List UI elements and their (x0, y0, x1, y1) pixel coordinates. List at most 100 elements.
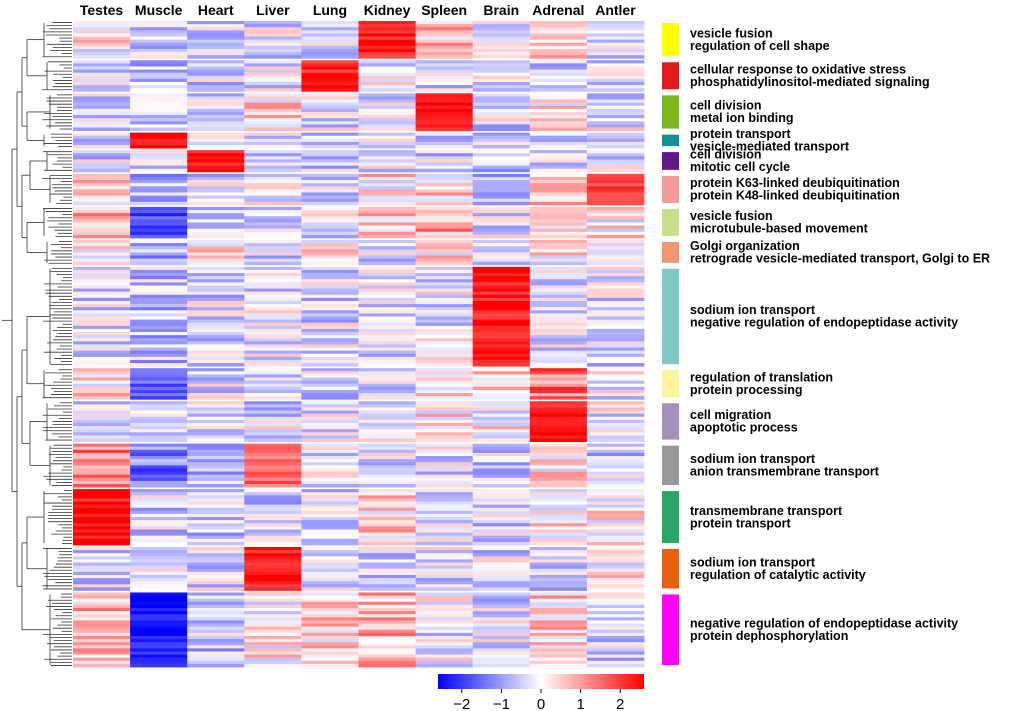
heatmap-cell (358, 225, 416, 230)
heatmap-cell (586, 510, 645, 515)
heatmap-cell (244, 595, 302, 600)
heatmap-cell (586, 24, 645, 28)
heatmap-cell (529, 363, 588, 367)
heatmap-cell (130, 626, 188, 631)
heatmap-cell (187, 374, 245, 378)
heatmap-cell (415, 243, 474, 247)
heatmap-cell (187, 559, 245, 563)
heatmap-cell (187, 578, 245, 582)
heatmap-cell (301, 407, 359, 411)
heatmap-cell (73, 513, 131, 518)
heatmap-cell (415, 127, 474, 131)
heatmap-cell (529, 523, 588, 527)
heatmap-cell (586, 30, 645, 34)
heatmap-cell (358, 141, 416, 146)
heatmap-cell (301, 138, 359, 143)
heatmap-cell (301, 269, 359, 274)
heatmap-cell (358, 459, 416, 463)
heatmap-cell (301, 93, 359, 97)
heatmap-cell (73, 42, 131, 47)
heatmap-cell (130, 374, 188, 378)
heatmap-cell (301, 234, 359, 239)
cluster-annotation-bar-1 (662, 23, 679, 57)
heatmap-cell (529, 294, 588, 299)
heatmap-cell (301, 371, 359, 375)
heatmap-cell (586, 105, 645, 110)
heatmap-cell (472, 192, 531, 196)
heatmap-cell (73, 422, 131, 427)
heatmap-cell (472, 313, 531, 317)
heatmap-cell (415, 642, 474, 646)
heatmap-cell (415, 389, 474, 394)
heatmap-cell (472, 85, 531, 89)
heatmap-cell (415, 429, 474, 433)
heatmap-cell (73, 168, 131, 173)
heatmap-cell (244, 386, 302, 391)
heatmap-cell (244, 456, 302, 460)
heatmap-cell (358, 562, 416, 567)
heatmap-cell (415, 39, 474, 44)
heatmap-cell (187, 60, 245, 64)
heatmap-cell (358, 604, 416, 609)
heatmap-cell (529, 36, 588, 41)
heatmap-cell (187, 498, 245, 502)
heatmap-cell (586, 216, 645, 220)
heatmap-cell (415, 36, 474, 41)
heatmap-cell (358, 462, 416, 466)
heatmap-cell (529, 635, 588, 640)
heatmap-cell (415, 102, 474, 107)
cluster-annotation-bar-13 (662, 491, 679, 543)
heatmap-cell (358, 269, 416, 274)
heatmap-cell (586, 574, 645, 579)
heatmap-cell (472, 429, 531, 433)
heatmap-cell (472, 651, 531, 655)
heatmap-cell (358, 363, 416, 367)
cluster-term-label: protein dephosphorylation (690, 629, 848, 643)
heatmap-cell (73, 243, 131, 247)
heatmap-cell (472, 63, 531, 67)
heatmap-cell (472, 27, 531, 31)
heatmap-cell (301, 498, 359, 502)
heatmap-cell (130, 459, 188, 463)
heatmap-cell (472, 386, 531, 391)
heatmap-cell (73, 477, 131, 482)
heatmap-cell (187, 213, 245, 217)
heatmap-cell (529, 526, 588, 530)
heatmap-cell (130, 377, 188, 382)
heatmap-cell (358, 623, 416, 628)
heatmap-cell (187, 138, 245, 143)
heatmap-cell (187, 294, 245, 299)
heatmap-cell (358, 145, 416, 149)
heatmap-cell (301, 565, 359, 570)
heatmap-cell (586, 344, 645, 348)
heatmap-cell (472, 598, 531, 603)
heatmap-cell (472, 291, 531, 296)
heatmap-cell (529, 225, 588, 230)
heatmap-cell (187, 180, 245, 184)
heatmap-cell (130, 288, 188, 293)
heatmap-cell (301, 413, 359, 418)
heatmap-cell (130, 195, 188, 200)
heatmap-cell (301, 216, 359, 220)
heatmap-cell (358, 168, 416, 173)
heatmap-cell (529, 607, 588, 612)
heatmap-cell (73, 350, 131, 355)
heatmap-cell (244, 183, 302, 187)
heatmap-cell (73, 325, 131, 330)
heatmap-cell (472, 504, 531, 509)
heatmap-cell (529, 389, 588, 394)
heatmap-cell (73, 165, 131, 170)
heatmap-cell (358, 335, 416, 339)
heatmap-cell (529, 82, 588, 86)
heatmap-cell (130, 663, 188, 668)
heatmap-cell (130, 132, 188, 137)
heatmap-cell (529, 386, 588, 391)
heatmap-cell (472, 553, 531, 557)
heatmap-cell (301, 480, 359, 485)
heatmap-cell (73, 386, 131, 391)
heatmap-cell (301, 489, 359, 493)
heatmap-cell (586, 607, 645, 612)
heatmap-cell (187, 462, 245, 466)
heatmap-cell (586, 553, 645, 557)
heatmap-cell (187, 495, 245, 499)
